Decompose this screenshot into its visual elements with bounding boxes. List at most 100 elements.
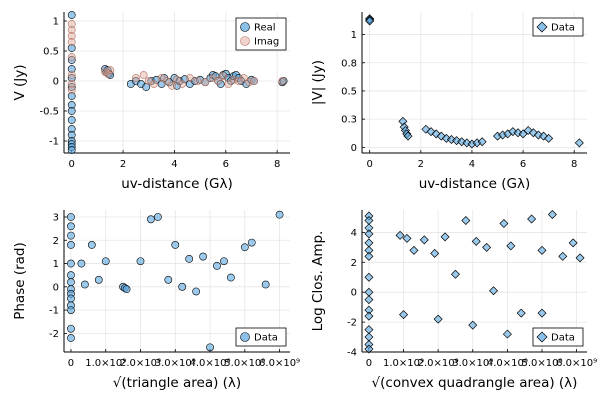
data-point (67, 86, 76, 94)
y-tick-label: 0 (351, 143, 357, 154)
data-point (506, 241, 516, 251)
x-tick-label: 8 (571, 159, 577, 170)
y-axis-label: Phase (rad) (12, 242, 28, 320)
data-point (206, 343, 214, 352)
x-axis-label: uv-distance (Gλ) (121, 176, 233, 192)
data-point (147, 215, 155, 224)
data-point (67, 271, 75, 280)
x-tick-label: 4 (171, 159, 177, 170)
data-point (122, 285, 131, 294)
data-point (574, 138, 584, 148)
y-axis-label: Log Clos. Amp. (310, 231, 326, 332)
legend-marker (240, 22, 250, 32)
data-point (471, 236, 481, 246)
x-tick-label: 6.0×10⁹ (259, 358, 300, 369)
y-tick-label: -0.5 (39, 107, 59, 118)
data-point (67, 278, 75, 287)
data-point (67, 92, 76, 100)
series-data (364, 209, 585, 354)
data-point (67, 324, 75, 333)
legend-marker (240, 332, 250, 342)
data-point (178, 80, 187, 88)
legend-box (235, 327, 287, 347)
data-point (499, 218, 509, 228)
legend-label: Data (551, 333, 575, 344)
data-point (192, 287, 201, 296)
data-point (250, 77, 258, 85)
legend-label: Real (254, 23, 276, 34)
data-point (477, 137, 487, 147)
x-tick-label: 2 (120, 159, 126, 170)
data-point (67, 259, 75, 268)
legend-label: Imag (254, 37, 279, 48)
data-point (240, 243, 249, 252)
x-axis-label: uv-distance (Gλ) (419, 176, 531, 192)
data-point (528, 128, 538, 138)
x-tick-label: 5.0×10⁹ (521, 358, 562, 369)
y-tick-label: 0.3 (341, 115, 357, 126)
data-point (364, 295, 374, 305)
data-point (247, 238, 256, 247)
data-point (409, 245, 419, 255)
data-point (167, 81, 176, 90)
data-point (185, 254, 194, 263)
series-data (365, 14, 584, 149)
data-point (461, 215, 471, 225)
data-point (106, 66, 115, 75)
data-point (261, 280, 270, 289)
data-point (537, 308, 547, 318)
y-tick-label: -4 (347, 348, 357, 359)
data-point (160, 74, 169, 82)
x-tick-label: 1.0×10⁹ (383, 358, 424, 369)
data-point (67, 83, 76, 91)
data-point (224, 80, 233, 88)
data-point (67, 80, 76, 88)
y-tick-label: 0 (53, 282, 59, 293)
data-point (87, 241, 96, 249)
data-point (446, 134, 456, 144)
y-tick-label: 0.5 (43, 47, 59, 58)
y-tick-label: 1 (53, 259, 59, 270)
data-point (468, 320, 478, 330)
data-point (67, 306, 75, 314)
data-point (462, 138, 472, 148)
y-tick-label: -2 (347, 318, 357, 329)
data-point (136, 257, 145, 266)
legend-label: Data (254, 333, 278, 344)
chart-panel-2: 0 2 4 6 8 0 0.3 0.5 0.8 1 uv-distance (Gλ) |V| (Jy)… (310, 12, 587, 192)
legend-marker (240, 36, 250, 46)
data-point (214, 77, 222, 85)
data-point (575, 253, 585, 263)
data-point (419, 235, 429, 245)
y-tick-label: 4 (351, 228, 357, 239)
data-point (80, 280, 89, 289)
data-point (364, 287, 374, 297)
data-point (101, 257, 110, 266)
x-tick-label: 1.0×10⁹ (85, 358, 126, 369)
y-tick-label: 0 (351, 288, 357, 299)
data-point (149, 80, 158, 88)
x-axis-label: √(convex quadrangle area) (λ) (372, 375, 578, 391)
y-axis-label: V (Jy) (12, 64, 28, 100)
chart-panel-4: 0 1.0×10⁹2.0×10⁹3.0×10⁹4.0×10⁹5.0×10⁹6.0×… (310, 209, 597, 391)
legend-marker (536, 21, 548, 33)
x-tick-label: 3.0×10⁹ (155, 358, 196, 369)
x-tick-label: 2.0×10⁹ (418, 358, 459, 369)
y-tick-label: -2 (49, 329, 59, 340)
x-axis-label: √(triangle area) (λ) (113, 375, 241, 391)
data-point (67, 222, 75, 231)
data-point (67, 38, 76, 46)
y-tick-label: 2 (351, 258, 357, 269)
data-point (173, 75, 181, 84)
data-point (67, 116, 76, 124)
series-data (67, 210, 284, 352)
data-point (216, 80, 225, 88)
data-point (67, 44, 76, 52)
data-point (199, 252, 207, 261)
data-point (558, 251, 568, 261)
y-tick-label: 3 (53, 212, 59, 223)
legend-box (532, 327, 584, 347)
x-tick-label: 6.0×10⁹ (556, 358, 597, 369)
legend-label: Data (551, 23, 575, 34)
data-point (67, 11, 76, 19)
